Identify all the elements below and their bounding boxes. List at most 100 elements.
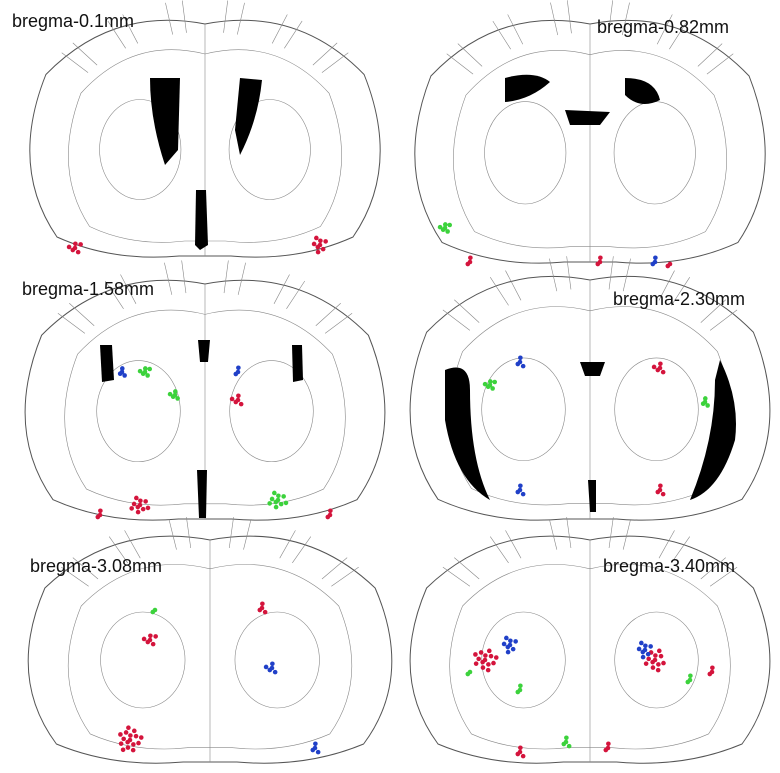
site-dot [521,754,526,759]
ventricle [100,345,114,382]
site-dot [274,505,279,510]
site-dot [489,654,494,659]
site-dot [281,494,286,499]
site-dot [492,380,497,385]
site-dot [515,362,520,367]
site-dot [267,668,272,673]
site-dot [143,366,148,371]
site-dot [257,608,262,613]
site-dot [145,640,150,645]
site-dot [128,733,133,738]
ventricle [195,190,208,250]
site-dot [323,239,328,244]
site-dot [126,745,131,750]
site-dot [657,649,662,654]
site-dot [134,734,139,739]
site-dot [314,236,319,241]
site-dot [494,655,499,660]
site-dot [491,661,496,666]
site-dot [236,393,241,398]
site-dot [518,483,523,488]
site-dot [142,637,147,642]
site-dot [132,729,137,734]
panel-label: bregma-2.30mm [613,289,745,309]
site-dot [486,668,491,673]
site-dot [502,642,507,647]
site-dot [644,661,649,666]
site-dot [233,372,238,377]
site-dot [121,737,126,742]
site-dot [504,636,509,641]
site-dot [148,633,153,638]
site-dot [658,361,663,366]
site-dot [73,241,78,246]
site-dot [138,369,143,374]
site-dot [124,730,129,735]
site-dot [239,402,244,407]
site-dot [284,501,289,506]
site-dot [143,499,148,504]
site-dot [125,740,130,745]
site-dot [705,403,710,408]
site-dot [595,262,600,267]
site-dot [465,262,470,267]
site-dot [76,250,81,255]
site-dot [70,248,75,253]
site-dot [490,386,495,391]
site-dot [606,741,611,746]
site-dot [233,400,238,405]
site-dot [685,680,690,685]
panel-label: bregma-3.08mm [30,556,162,576]
site-dot [151,642,156,647]
ventricle [292,345,303,382]
site-dot [641,655,646,660]
site-dot [655,368,660,373]
panel-label: bregma-0.82mm [597,17,729,37]
site-dot [313,741,318,746]
site-dot [511,647,516,652]
site-dot [518,683,523,688]
site-dot [98,508,103,513]
site-dot [643,643,648,648]
site-dot [659,654,664,659]
site-dot [445,229,450,234]
site-dot [653,653,658,658]
site-dot [707,672,712,677]
site-dot [267,501,272,506]
site-dot [260,601,265,606]
site-dot [651,665,656,670]
site-dot [703,396,708,401]
site-dot [129,506,134,511]
site-dot [483,653,488,658]
site-dot [648,644,653,649]
site-dot [136,510,141,515]
site-dot [661,370,666,375]
site-dot [438,225,443,230]
site-dot [321,247,326,252]
site-dot [701,401,706,406]
site-dot [145,373,150,378]
site-dot [640,650,645,655]
site-dot [316,750,321,755]
site-dot [131,742,136,747]
site-dot [78,242,83,247]
site-dot [598,255,603,260]
site-dot [653,255,658,260]
site-dot [230,397,235,402]
site-dot [310,748,315,753]
site-dot [139,735,144,740]
site-dot [665,264,670,269]
site-dot [168,392,173,397]
site-dot [447,223,452,228]
site-dot [67,245,72,250]
site-dot [521,364,526,369]
site-dot [656,668,661,673]
site-dot [513,639,518,644]
site-dot [173,389,178,394]
site-dot [126,725,131,730]
site-dot [505,645,510,650]
panel-label: bregma-3.40mm [603,556,735,576]
site-dot [273,670,278,675]
site-dot [118,371,123,376]
site-dot [487,649,492,654]
